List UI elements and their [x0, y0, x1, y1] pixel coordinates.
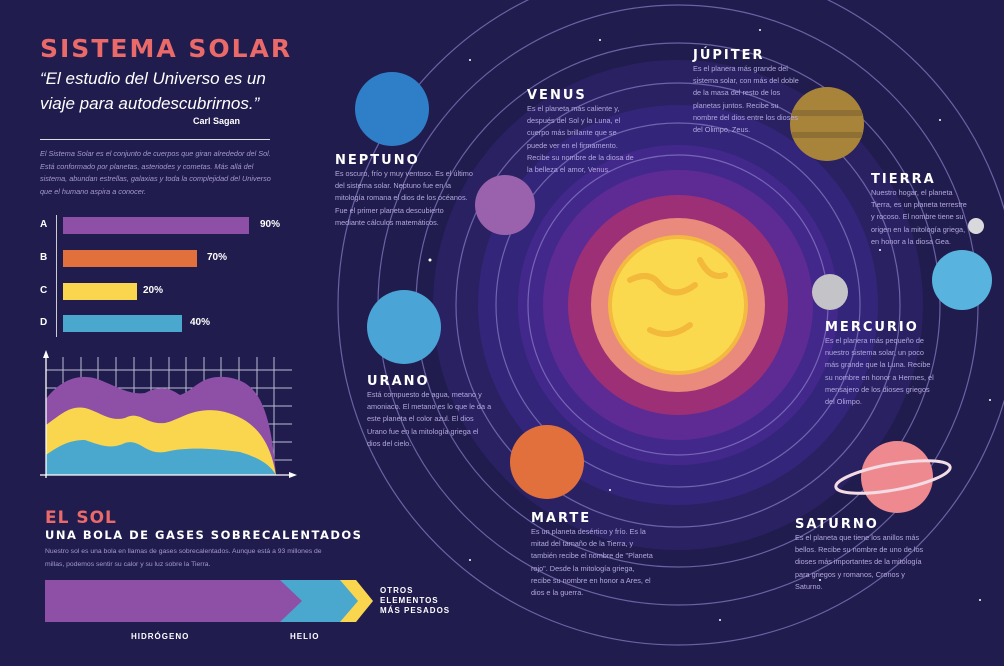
planet-marte[interactable]	[510, 425, 584, 499]
planet-description: Nuestro hogar, el planeta Tierra, es un …	[871, 188, 967, 246]
planet-description: Es el planeta que tiene los anillos más …	[795, 533, 924, 591]
planet-title: URANO	[367, 374, 430, 389]
planet-description: Es un planeta desértico y frío. Es la mi…	[531, 527, 653, 598]
planet-urano[interactable]	[367, 290, 441, 364]
bar-c	[63, 283, 137, 300]
sun-subtitle: UNA BOLA DE GASES SOBRECALENTADOS	[45, 528, 363, 542]
planet-description: Está compuesto de agua, metano y amoniac…	[367, 390, 492, 448]
planet-description: Es oscuro, frío y muy ventoso. Es el últ…	[335, 169, 473, 227]
sun	[612, 239, 744, 371]
info-neptuno: NEPTUNO Es oscuro, frío y muy ventoso. E…	[335, 153, 475, 229]
intro-text: El Sistema Solar es el conjunto de cuerp…	[40, 149, 271, 196]
bar-b	[63, 250, 197, 267]
planet-description: Es el planeta más caliente y, después de…	[527, 104, 634, 175]
quote: “El estudio del Universo es un viaje par…	[40, 69, 266, 113]
planet-title: JÚPITER	[693, 48, 765, 63]
planet-description: Es el planera más pequeño de nuestro sis…	[825, 336, 934, 407]
info-saturno: SATURNO Es el planeta que tiene los anil…	[795, 517, 925, 593]
info-jupiter: JÚPITER Es el planera más grande del sis…	[693, 48, 803, 136]
planet-venus[interactable]	[475, 175, 535, 235]
planet-description: Es el planera más grande del sistema sol…	[693, 64, 799, 135]
stars	[428, 29, 991, 621]
planet-jupiter[interactable]	[790, 87, 864, 161]
bar-label: D	[40, 317, 48, 328]
label-helio: HELIO	[290, 632, 320, 641]
bar-label: A	[40, 219, 48, 230]
planet-title: TIERRA	[871, 172, 936, 187]
bar-label: B	[40, 252, 48, 263]
bar-d	[63, 315, 182, 332]
planet-title: VENUS	[527, 88, 587, 103]
info-venus: VENUS Es el planeta más caliente y, desp…	[527, 88, 637, 176]
info-tierra: TIERRA Nuestro hogar, el planeta Tierra,…	[871, 172, 971, 248]
planet-title: MERCURIO	[825, 320, 919, 335]
area-series-blue	[46, 440, 276, 475]
planet-saturno[interactable]	[834, 441, 953, 513]
page-title: SISTEMA SOLAR	[40, 34, 293, 63]
label-otros-elementos: OTROS ELEMENTOS MÁS PESADOS	[380, 586, 451, 615]
planet-title: SATURNO	[795, 517, 879, 532]
bar-value: 70%	[207, 252, 228, 263]
moon	[968, 218, 984, 234]
bar-value: 90%	[260, 219, 281, 230]
bar-label: C	[40, 285, 48, 296]
sun-description: Nuestro sol es una bola en llamas de gas…	[45, 548, 322, 568]
quote-author: Carl Sagan	[193, 116, 241, 126]
sun-title: EL SOL	[45, 508, 117, 528]
info-marte: MARTE Es un planeta desértico y frío. Es…	[531, 511, 656, 599]
bar-value: 40%	[190, 317, 211, 328]
planet-neptuno[interactable]	[355, 72, 429, 146]
bar-value: 20%	[143, 285, 164, 296]
bar-a	[63, 217, 249, 234]
divider	[40, 139, 270, 140]
planet-tierra[interactable]	[932, 250, 992, 310]
planet-mercurio[interactable]	[812, 274, 848, 310]
bar-chart-axis	[56, 215, 57, 337]
sun-composition-arrow	[45, 580, 373, 622]
label-hidrogeno: HIDRÓGENO	[131, 632, 190, 641]
area-chart	[40, 350, 297, 478]
info-urano: URANO Está compuesto de agua, metano y a…	[367, 374, 492, 450]
info-mercurio: MERCURIO Es el planera más pequeño de nu…	[825, 320, 935, 408]
planet-title: NEPTUNO	[335, 153, 420, 168]
planet-title: MARTE	[531, 511, 592, 526]
